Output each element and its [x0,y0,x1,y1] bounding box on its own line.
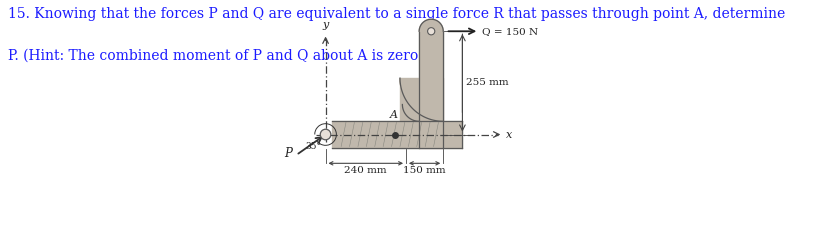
Text: x: x [505,130,512,139]
Text: P. (Hint: The combined moment of P and Q about A is zero.): P. (Hint: The combined moment of P and Q… [8,49,428,63]
Polygon shape [400,78,443,121]
Circle shape [428,28,435,35]
Text: 255 mm: 255 mm [466,78,509,87]
Text: y: y [322,20,329,30]
Text: Q = 150 N: Q = 150 N [482,27,538,36]
Text: 35°: 35° [306,142,322,151]
Text: P: P [284,147,293,160]
Text: 150 mm: 150 mm [403,166,446,175]
Text: A: A [390,110,398,120]
Text: 240 mm: 240 mm [345,166,387,175]
Polygon shape [419,19,443,31]
Text: 15. Knowing that the forces P and Q are equivalent to a single force R that pass: 15. Knowing that the forces P and Q are … [8,7,785,21]
Circle shape [320,129,331,140]
